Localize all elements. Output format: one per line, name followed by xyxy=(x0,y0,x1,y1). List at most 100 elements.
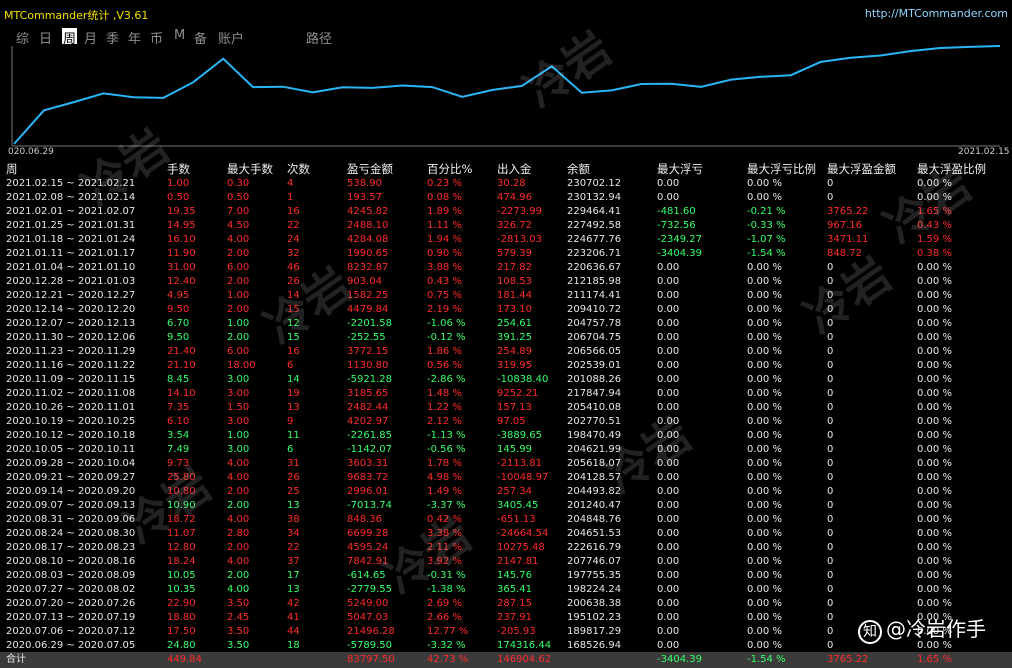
table-cell: 198470.49 xyxy=(567,430,622,441)
table-row[interactable]: 2021.02.08 ~ 2021.02.14 0.50 0.50 1 193.57 0.… xyxy=(0,191,1012,205)
table-row[interactable]: 2020.08.17 ~ 2020.08.23 12.80 2.00 22 4595.2… xyxy=(0,541,1012,555)
table-cell: -10048.97 xyxy=(497,472,549,483)
table-row[interactable]: 2020.09.07 ~ 2020.09.13 10.90 2.00 13 -7013.… xyxy=(0,499,1012,513)
table-row[interactable]: 2020.06.29 ~ 2020.07.05 24.80 3.50 18 -5789.… xyxy=(0,639,1012,653)
table-cell: 2020.07.06 ~ 2020.07.12 xyxy=(6,626,136,637)
table-cell: -2113.81 xyxy=(497,458,542,469)
table-cell: 31 xyxy=(287,458,300,469)
table-row[interactable]: 2020.08.31 ~ 2020.09.06 18.72 4.00 38 848.36… xyxy=(0,513,1012,527)
column-header[interactable]: 周 xyxy=(6,162,18,176)
table-cell: 0 xyxy=(827,416,834,427)
table-row[interactable]: 2021.01.11 ~ 2021.01.17 11.90 2.00 32 1990.6… xyxy=(0,247,1012,261)
column-header[interactable]: 最大浮盈金额 xyxy=(827,162,896,176)
table-cell: 32 xyxy=(287,248,300,259)
column-header[interactable]: 余额 xyxy=(567,162,590,176)
tab-3[interactable]: 月 xyxy=(84,32,98,47)
tab-4[interactable]: 季 xyxy=(106,32,120,47)
table-cell: 0.23 % xyxy=(427,178,462,189)
tab-1[interactable]: 日 xyxy=(39,32,53,47)
title-bar: MTCommander统计 ,V3.61 http://MTCommander.… xyxy=(0,0,1012,26)
table-row[interactable]: 2020.12.07 ~ 2020.12.13 6.70 1.00 12 -2201.5… xyxy=(0,317,1012,331)
table-row[interactable]: 2020.08.24 ~ 2020.08.30 11.07 2.80 34 6699.2… xyxy=(0,527,1012,541)
table-row[interactable]: 2020.09.14 ~ 2020.09.20 10.80 2.00 25 2996.0… xyxy=(0,485,1012,499)
column-header[interactable]: 盈亏金额 xyxy=(347,162,393,176)
table-cell: -2273.99 xyxy=(497,206,542,217)
table-row[interactable]: 2020.08.10 ~ 2020.08.16 18.24 4.00 37 7842.9… xyxy=(0,555,1012,569)
table-cell: -5921.28 xyxy=(347,374,392,385)
table-row[interactable]: 2020.08.03 ~ 2020.08.09 10.05 2.00 17 -614.6… xyxy=(0,569,1012,583)
table-cell: 1990.65 xyxy=(347,248,389,259)
table-cell: 16 xyxy=(287,346,300,357)
table-cell: 195102.23 xyxy=(567,612,622,623)
table-cell: 0.00 % xyxy=(917,584,952,595)
table-cell: 0.00 % xyxy=(917,262,952,273)
column-header[interactable]: 次数 xyxy=(287,162,310,176)
table-cell: 206566.05 xyxy=(567,346,622,357)
table-cell: 2020.08.03 ~ 2020.08.09 xyxy=(6,570,136,581)
table-cell: 189817.29 xyxy=(567,626,622,637)
tab-9[interactable]: 账户 xyxy=(218,32,245,47)
table-row[interactable]: 2021.01.25 ~ 2021.01.31 14.95 4.50 22 2488.1… xyxy=(0,219,1012,233)
table-row[interactable]: 2020.11.16 ~ 2020.11.22 21.10 18.00 6 1130.8… xyxy=(0,359,1012,373)
table-row[interactable]: 2020.10.12 ~ 2020.10.18 3.54 1.00 11 -2261.8… xyxy=(0,429,1012,443)
table-row[interactable]: 2020.11.23 ~ 2020.11.29 21.40 6.00 16 3772.1… xyxy=(0,345,1012,359)
table-row[interactable]: 2020.11.30 ~ 2020.12.06 9.50 2.00 15 -252.55… xyxy=(0,331,1012,345)
table-cell: 0 xyxy=(827,332,834,343)
table-row[interactable]: 2020.11.02 ~ 2020.11.08 14.10 3.00 19 3185.6… xyxy=(0,387,1012,401)
table-row[interactable]: 2021.01.18 ~ 2021.01.24 16.10 4.00 24 4284.0… xyxy=(0,233,1012,247)
column-header[interactable]: 最大浮亏 xyxy=(657,162,703,176)
table-cell: 0.00 % xyxy=(747,542,782,553)
tab-5[interactable]: 年 xyxy=(128,32,142,47)
tab-7[interactable]: M xyxy=(174,28,186,43)
tab-2[interactable]: 周 xyxy=(62,28,78,47)
table-cell: 0.42 % xyxy=(427,514,462,525)
column-header[interactable]: 百分比% xyxy=(427,162,473,176)
table-row[interactable]: 2020.10.19 ~ 2020.10.25 6.10 3.00 9 4202.97 2… xyxy=(0,415,1012,429)
table-cell: 0.00 % xyxy=(917,514,952,525)
app-url-link[interactable]: http://MTCommander.com xyxy=(864,7,1008,20)
table-cell: 1.86 % xyxy=(427,346,462,357)
tab-8[interactable]: 备 xyxy=(194,32,208,47)
table-row[interactable]: 2020.10.26 ~ 2020.11.01 7.35 1.50 13 2482.44… xyxy=(0,401,1012,415)
column-header[interactable]: 最大浮亏比例 xyxy=(747,162,816,176)
table-cell: 204621.99 xyxy=(567,444,622,455)
table-row[interactable]: 2020.07.06 ~ 2020.07.12 17.50 3.50 44 21496.… xyxy=(0,625,1012,639)
table-row[interactable]: 2021.02.01 ~ 2021.02.07 19.35 7.00 16 4245.8… xyxy=(0,205,1012,219)
table-cell: 1.50 xyxy=(227,402,250,413)
column-header[interactable]: 手数 xyxy=(167,162,190,176)
table-cell: 1.00 xyxy=(227,318,250,329)
table-row[interactable]: 2020.07.27 ~ 2020.08.02 10.35 4.00 13 -2779.… xyxy=(0,583,1012,597)
table-cell: 3.38 % xyxy=(427,528,462,539)
tab-0[interactable]: 综 xyxy=(16,32,30,47)
table-row[interactable]: 2020.10.05 ~ 2020.10.11 7.49 3.00 6 -1142.07… xyxy=(0,443,1012,457)
table-row[interactable]: 2020.09.28 ~ 2020.10.04 9.73 4.00 31 3603.31… xyxy=(0,457,1012,471)
column-header[interactable]: 最大手数 xyxy=(227,162,273,176)
tab-10[interactable]: 路径 xyxy=(306,32,333,47)
table-cell: 0.00 % xyxy=(747,556,782,567)
table-row[interactable]: 2020.07.20 ~ 2020.07.26 22.90 3.50 42 5249.0… xyxy=(0,597,1012,611)
total-row: 合计 449.84 83797.50 42.73 % 146904.62 -3404.39… xyxy=(0,652,1012,668)
table-cell: 0 xyxy=(827,458,834,469)
table-row[interactable]: 2021.02.15 ~ 2021.02.21 1.00 0.30 4 538.90 0.… xyxy=(0,177,1012,191)
table-row[interactable]: 2020.07.13 ~ 2020.07.19 18.80 2.45 41 5047.0… xyxy=(0,611,1012,625)
column-header[interactable]: 出入金 xyxy=(497,162,532,176)
tab-6[interactable]: 币 xyxy=(150,32,164,47)
table-cell: -732.56 xyxy=(657,220,696,231)
table-row[interactable]: 2020.11.09 ~ 2020.11.15 8.45 3.00 14 -5921.2… xyxy=(0,373,1012,387)
table-cell: -3404.39 xyxy=(657,248,702,259)
column-header[interactable]: 最大浮盈比例 xyxy=(917,162,986,176)
table-cell: 0 xyxy=(827,318,834,329)
table-cell: 5249.00 xyxy=(347,598,389,609)
table-cell: 0.00 xyxy=(657,542,680,553)
table-cell: -2.86 % xyxy=(427,374,466,385)
table-cell: 204757.78 xyxy=(567,318,622,329)
table-cell: 209410.72 xyxy=(567,304,622,315)
table-cell: 10.35 xyxy=(167,584,196,595)
table-cell: 204848.76 xyxy=(567,514,622,525)
table-row[interactable]: 2020.09.21 ~ 2020.09.27 25.80 4.00 26 9683.7… xyxy=(0,471,1012,485)
table-row[interactable]: 2020.12.28 ~ 2021.01.03 12.40 2.00 26 903.04… xyxy=(0,275,1012,289)
table-row[interactable]: 2021.01.04 ~ 2021.01.10 31.00 6.00 46 8232.8… xyxy=(0,261,1012,275)
table-cell: 538.90 xyxy=(347,178,382,189)
table-row[interactable]: 2020.12.21 ~ 2020.12.27 4.95 1.00 14 1582.25… xyxy=(0,289,1012,303)
table-row[interactable]: 2020.12.14 ~ 2020.12.20 9.50 2.00 15 4479.84… xyxy=(0,303,1012,317)
